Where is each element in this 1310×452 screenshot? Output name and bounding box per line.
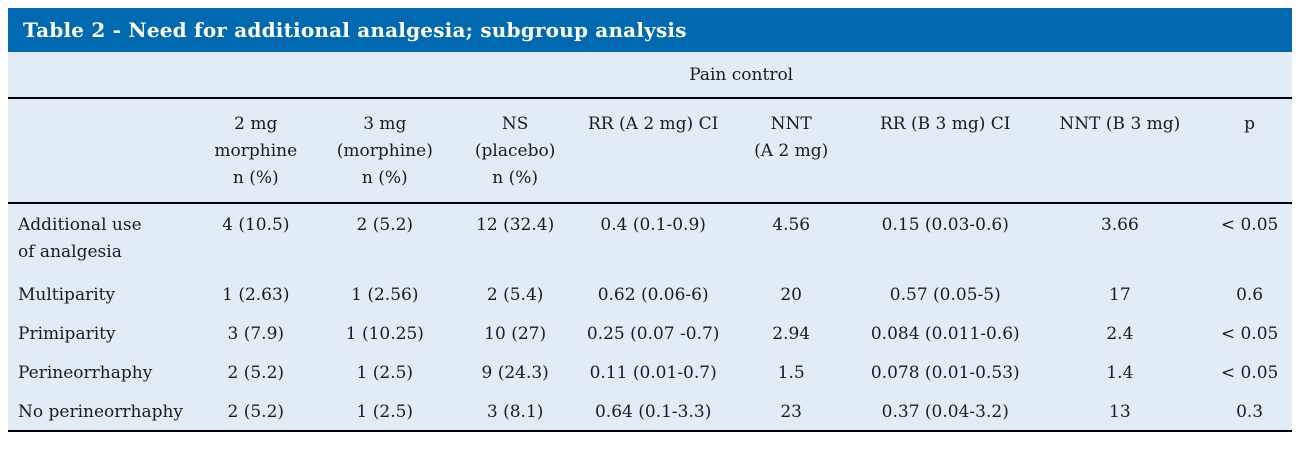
- data-cell: 0.57 (0.05-5): [889, 284, 1001, 305]
- data-cell: 10 (27): [484, 323, 547, 344]
- column-header-3mg-morphine: 3 mg (morphine) n (%): [321, 98, 449, 205]
- column-header-rr-b3mg-ci: RR (B 3 mg) CI: [857, 98, 1033, 205]
- data-cell: 4.56: [772, 215, 811, 236]
- data-cell: 2 (5.2): [356, 215, 414, 236]
- group-header-spacer: [8, 52, 191, 100]
- data-cell: 0.11 (0.01-0.7): [589, 362, 717, 383]
- data-cell: 13: [1109, 401, 1131, 422]
- row-label: Additional use of analgesia: [18, 215, 142, 263]
- data-cell: 1 (2.56): [351, 284, 419, 305]
- data-cell: 2 (5.2): [227, 362, 285, 383]
- table-row-additional-use: Additional use of analgesia 4 (10.5) 2 (…: [8, 203, 1292, 273]
- column-header-blank: [8, 98, 191, 205]
- data-cell: < 0.05: [1220, 362, 1279, 383]
- column-header-ns-placebo: NS (placebo) n (%): [448, 98, 582, 205]
- table-body-wrap: Pain control 2 mg morphine n (%) 3 mg (m…: [8, 52, 1292, 432]
- table-title: Table 2 - Need for additional analgesia;…: [23, 18, 687, 42]
- data-cell: 0.3: [1236, 401, 1264, 422]
- data-cell: 0.15 (0.03-0.6): [881, 215, 1009, 236]
- data-cell: 0.078 (0.01-0.53): [870, 362, 1020, 383]
- data-cell: < 0.05: [1220, 215, 1279, 236]
- data-cell: 2.4: [1106, 323, 1134, 344]
- data-cell: < 0.05: [1220, 323, 1279, 344]
- data-cell: 1 (2.63): [222, 284, 290, 305]
- data-cell: 1 (2.5): [356, 401, 414, 422]
- row-label: Multiparity: [18, 284, 116, 305]
- table-card: Table 2 - Need for additional analgesia;…: [8, 8, 1292, 432]
- data-cell: 17: [1109, 284, 1131, 305]
- data-cell: 0.25 (0.07 -0.7): [586, 323, 720, 344]
- data-cell: 23: [780, 401, 802, 422]
- data-cell: 1.4: [1106, 362, 1134, 383]
- table-row-no-perineorrhaphy: No perineorrhaphy 2 (5.2) 1 (2.5) 3 (8.1…: [8, 391, 1292, 430]
- data-cell: 3 (7.9): [227, 323, 285, 344]
- data-cell: 20: [780, 284, 802, 305]
- column-header-2mg-morphine: 2 mg morphine n (%): [190, 98, 322, 205]
- column-header-nnt-a2mg: NNT (A 2 mg): [724, 98, 858, 205]
- data-cell: 2 (5.4): [486, 284, 544, 305]
- group-header-row: Pain control: [8, 52, 1292, 100]
- row-label: Perineorrhaphy: [18, 362, 153, 383]
- data-cell: 1.5: [777, 362, 805, 383]
- data-cell: 4 (10.5): [222, 215, 290, 236]
- data-cell: 0.4 (0.1-0.9): [600, 215, 706, 236]
- data-cell: 0.62 (0.06-6): [597, 284, 709, 305]
- column-header-nnt-b3mg: NNT (B 3 mg): [1032, 98, 1208, 205]
- data-cell: 1 (10.25): [345, 323, 424, 344]
- data-cell: 3 (8.1): [486, 401, 544, 422]
- data-cell: 1 (2.5): [356, 362, 414, 383]
- column-header-row: 2 mg morphine n (%) 3 mg (morphine) n (%…: [8, 98, 1292, 205]
- data-cell: 2.94: [772, 323, 811, 344]
- analgesia-subgroup-table: Pain control 2 mg morphine n (%) 3 mg (m…: [8, 52, 1292, 430]
- row-label: No perineorrhaphy: [18, 401, 184, 422]
- data-cell: 0.64 (0.1-3.3): [594, 401, 712, 422]
- column-header-p: p: [1207, 98, 1292, 205]
- table-title-bar: Table 2 - Need for additional analgesia;…: [8, 8, 1292, 52]
- column-header-rr-a2mg-ci: RR (A 2 mg) CI: [581, 98, 725, 205]
- table-row-perineorrhaphy: Perineorrhaphy 2 (5.2) 1 (2.5) 9 (24.3) …: [8, 352, 1292, 391]
- group-header-pain-control: Pain control: [190, 52, 1292, 100]
- data-cell: 0.37 (0.04-3.2): [881, 401, 1009, 422]
- data-cell: 0.084 (0.011-0.6): [870, 323, 1020, 344]
- data-cell: 12 (32.4): [476, 215, 555, 236]
- data-cell: 2 (5.2): [227, 401, 285, 422]
- row-label: Primiparity: [18, 323, 116, 344]
- data-cell: 9 (24.3): [481, 362, 549, 383]
- data-cell: 0.6: [1236, 284, 1264, 305]
- data-cell: 3.66: [1100, 215, 1139, 236]
- table-row-primiparity: Primiparity 3 (7.9) 1 (10.25) 10 (27) 0.…: [8, 313, 1292, 352]
- table-row-multiparity: Multiparity 1 (2.63) 1 (2.56) 2 (5.4) 0.…: [8, 274, 1292, 313]
